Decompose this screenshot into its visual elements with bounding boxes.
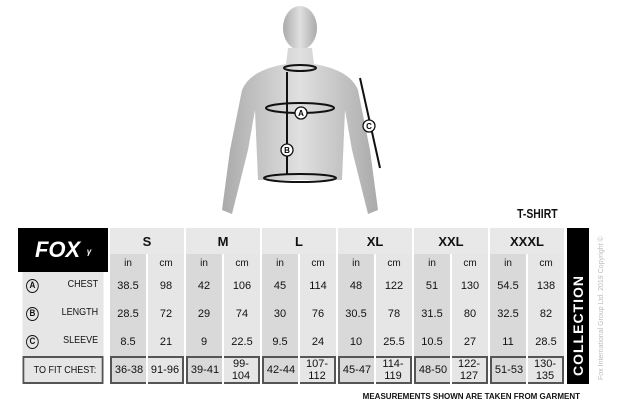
cell-value: 10.5 [414,328,450,356]
cell-value: 25.5 [376,328,412,356]
cell-value: 8.5 [110,328,146,356]
row-label: C SLEEVE [22,328,104,356]
fit-value: 91-96 [148,356,184,384]
unit-header: in [414,254,450,272]
cell-value: 45 [262,272,298,300]
cell-value: 42 [186,272,222,300]
cell-value: 78 [376,300,412,328]
cell-value: 28.5 [110,300,146,328]
cell-value: 9.5 [262,328,298,356]
garment-title: T-SHIRT [517,206,558,221]
cell-value: 21 [148,328,184,356]
cell-value: 11 [490,328,526,356]
cell-value: 82 [528,300,564,328]
fit-value: 99-104 [224,356,260,384]
unit-header: in [186,254,222,272]
cell-value: 31.5 [414,300,450,328]
cell-value: 22.5 [224,328,260,356]
unit-header: cm [376,254,412,272]
row-label-text: CHEST [67,279,99,290]
unit-header: cm [224,254,260,272]
unit-header: in [338,254,374,272]
fit-value: 122-127 [452,356,488,384]
fit-value: 114-119 [376,356,412,384]
unit-header: in [262,254,298,272]
unit-header: cm [148,254,184,272]
cell-value: 72 [148,300,184,328]
size-header: L [262,228,336,254]
fit-value: 42-44 [262,356,298,384]
marker-icon: B [26,307,39,321]
fit-value: 130-135 [528,356,564,384]
size-header: XXXL [490,228,564,254]
cell-value: 27 [452,328,488,356]
cell-value: 10 [338,328,374,356]
fit-value: 48-50 [414,356,450,384]
measurement-note: MEASUREMENTS SHOWN ARE TAKEN FROM GARMEN… [362,392,580,401]
fox-logo: FOX ᵞ [18,228,108,272]
fit-value: 51-53 [490,356,526,384]
fox-head-icon: ᵞ [86,246,92,260]
size-header: XL [338,228,412,254]
size-header: S [110,228,184,254]
row-label: B LENGTH [22,300,104,328]
unit-header: in [110,254,146,272]
size-header: M [186,228,260,254]
collection-banner: COLLECTION [567,228,589,384]
fit-label: TO FIT CHEST: [22,356,104,384]
cell-value: 138 [528,272,564,300]
cell-value: 32.5 [490,300,526,328]
marker-icon: A [26,279,39,293]
cell-value: 106 [224,272,260,300]
fit-value: 107-112 [300,356,336,384]
table-row: A CHEST 38.5 98 42 106 45 114 48 122 51 130 54.5 138 [18,272,564,300]
fit-value: 45-47 [338,356,374,384]
cell-value: 54.5 [490,272,526,300]
row-label-text: LENGTH [61,307,99,318]
copyright-text: Fox International Group Ltd. 2019 Copyri… [598,236,605,380]
cell-value: 80 [452,300,488,328]
row-label-text: SLEEVE [63,335,99,346]
body-measurement-figure: A B C [222,6,381,214]
table-row: C SLEEVE 8.5 21 9 22.5 9.5 24 10 25.5 10.5 27 11 28.5 [18,328,564,356]
cell-value: 28.5 [528,328,564,356]
cell-value: 48 [338,272,374,300]
cell-value: 130 [452,272,488,300]
cell-value: 30 [262,300,298,328]
marker-b: B [284,146,290,155]
size-chart-table: FOX ᵞ S M L XL XXL XXXL in cm in cm in cm in cm… [16,228,566,384]
cell-value: 114 [300,272,336,300]
unit-header: cm [528,254,564,272]
marker-icon: C [26,335,39,349]
cell-value: 74 [224,300,260,328]
fit-chest-row: TO FIT CHEST: 36-38 91-96 39-41 99-104 42-44 1… [18,356,564,384]
fit-value: 39-41 [186,356,222,384]
cell-value: 9 [186,328,222,356]
unit-header: in [490,254,526,272]
unit-header: cm [452,254,488,272]
cell-value: 30.5 [338,300,374,328]
table-row: B LENGTH 28.5 72 29 74 30 76 30.5 78 31.5 80 32.5 82 [18,300,564,328]
size-header: XXL [414,228,488,254]
marker-a: A [298,109,304,118]
row-label: A CHEST [22,272,104,300]
unit-header: cm [300,254,336,272]
cell-value: 29 [186,300,222,328]
cell-value: 98 [148,272,184,300]
cell-value: 76 [300,300,336,328]
cell-value: 38.5 [110,272,146,300]
cell-value: 24 [300,328,336,356]
marker-c: C [366,122,372,131]
cell-value: 122 [376,272,412,300]
cell-value: 51 [414,272,450,300]
fit-value: 36-38 [110,356,146,384]
